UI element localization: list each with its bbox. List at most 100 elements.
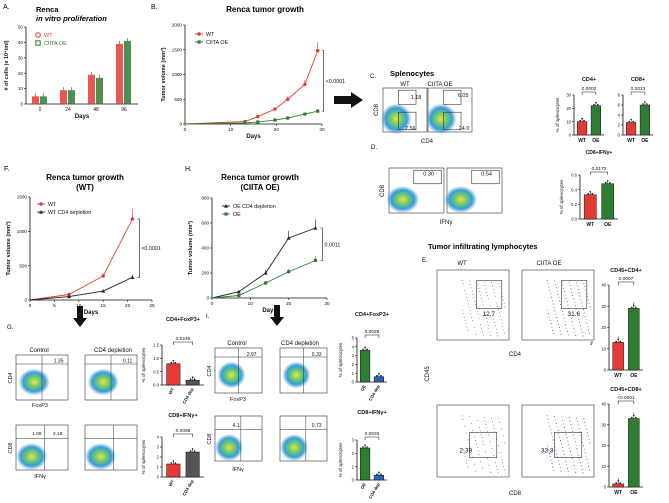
panel-f-ytick-label: 500 — [19, 263, 27, 268]
panel-letter-b: B. — [151, 4, 158, 11]
panel-h-ytick-label: 800 — [201, 196, 209, 201]
panel-i-ifng-bar — [373, 475, 384, 481]
panel-e-cd8-pvalue: <0.0001 — [617, 395, 635, 401]
panel-c-cd8-ytick-label: 4 — [618, 113, 621, 118]
panel-e-cd8-wt-event-dot — [477, 419, 479, 421]
panel-e-cd4-oe-event-dot — [555, 313, 557, 315]
panel-e-cd8-wt-event-dot — [481, 437, 483, 439]
panel-e-cd8-oe-event-dot — [580, 462, 581, 463]
panel-e-cd4-oe-event-dot — [563, 287, 565, 289]
panel-g-foxp3-ctrl-gate-value: 1.35 — [54, 359, 64, 365]
panel-e-cd4-wt-event-dot — [493, 292, 495, 294]
panel-e-cd8-wt-event-dot — [465, 459, 467, 461]
panel-e-cd8-oe-event-dot — [583, 418, 585, 420]
panel-e-cd4-oe-event-dot — [569, 311, 571, 313]
panel-f-title: Renca tumor growth — [46, 173, 124, 182]
panel-e-cd4-wt-event-dot — [473, 327, 475, 328]
panel-g-ifng-datapoint — [174, 462, 177, 464]
panel-g-ifng-ctrl-gate-value: 3.18 — [53, 431, 63, 437]
panel-e-cd4-wt-event-dot — [467, 329, 469, 331]
panel-e-title: Tumor infiltrating lymphocytes — [428, 242, 537, 251]
panel-g-depletion-label: CD4 depletion — [94, 348, 132, 354]
panel-e-cd8-wt-event-dot — [477, 450, 479, 452]
panel-i-foxp3-ytick-label: 2 — [352, 362, 355, 367]
panel-b-xtick-label: 0 — [184, 127, 187, 133]
panel-e-cd4-wt-event-dot — [463, 316, 465, 318]
panel-e-cd4-wt-event-dot — [480, 297, 482, 299]
panel-e-cd4-xtick-label: WT — [614, 373, 622, 379]
panel-e-cd4-oe-event-dot — [549, 290, 551, 292]
panel-e-cd4-wt-event-dot — [504, 306, 506, 308]
panel-g-foxp3-ylabel: % of splenocytes — [141, 347, 146, 382]
panel-f-significance-bracket — [137, 218, 140, 278]
panel-e-cd8-ytick-label: 30 — [601, 422, 606, 427]
panel-e-cd4-oe-event-dot — [578, 318, 580, 320]
panel-e-cd8-oe-event-dot — [568, 444, 570, 446]
panel-a-legend-label: CIITA OE — [44, 41, 67, 47]
panel-e-cd8-oe-event-dot — [581, 468, 583, 470]
panel-i-ifng-title: CD8+IFNγ+ — [357, 410, 386, 416]
panel-e-cd8-oe-event-dot — [546, 415, 548, 417]
panel-e-cd8-oe-event-dot — [578, 455, 580, 456]
panel-c-cd4-pvalue: 0.0002 — [582, 86, 597, 92]
panel-a-ytick-label: 0 — [20, 102, 23, 107]
panel-i-ifng-dep-gate-value: 0.73 — [312, 423, 322, 429]
panel-g-ifng-title: CD8+IFNγ+ — [168, 413, 197, 419]
depletion-arrow-g — [73, 306, 87, 327]
panel-e-cd8-significance-bracket — [617, 400, 635, 404]
panel-letter-c: C. — [370, 74, 376, 80]
panel-e-cd4-wt-event-dot — [499, 286, 501, 288]
panel-g-yaxis-cd4: CD4 — [8, 372, 14, 383]
panel-e-cd8-oe-event-dot — [575, 471, 577, 473]
panel-e-cd4-ytick-label: 40 — [601, 283, 606, 288]
panel-c-cd4-ytick-label: 10 — [566, 119, 571, 124]
panel-i-foxp3-dep-gate-value: 0.33 — [312, 352, 322, 358]
panel-e-cd8-wt-event-dot — [491, 448, 493, 450]
panel-d-xtick-label: WT — [586, 222, 594, 228]
panel-f-xtick-label: 10 — [76, 303, 82, 309]
panel-e-cd4-oe-event-dot — [570, 314, 571, 316]
panel-e-cd8-wt-event-dot — [466, 463, 468, 465]
panel-e-cd4-wt-event-dot — [498, 312, 500, 314]
panel-i-ifng-ctrl-gate-value: 4.1 — [233, 423, 240, 429]
panel-g-ifng-ytick-label: 3 — [157, 445, 160, 450]
panel-e-cd8-wt-event-dot — [486, 457, 488, 459]
panel-b-point — [273, 107, 277, 111]
panel-e-cd4-wt-event-dot — [500, 319, 502, 321]
panel-e-cd4-oe-event-dot — [579, 322, 581, 323]
panel-d-pvalue: 0.0172 — [592, 166, 607, 172]
panel-e-cd8-wt-event-dot — [471, 453, 473, 455]
panel-e-cd8-oe-event-dot — [561, 416, 563, 418]
panel-e-cd4-wt-event-dot — [481, 301, 483, 303]
panel-e-cd8-oe-event-dot — [574, 468, 576, 470]
panel-g-foxp3-pvalue: 0.0248 — [176, 336, 191, 342]
panel-e-cd4-oe-event-dot — [563, 317, 565, 319]
panel-a-legend-label: WT — [44, 33, 53, 39]
panel-c-wt-gate-box — [398, 89, 417, 105]
panel-e-cd8-wt-event-dot — [469, 446, 471, 448]
panel-b-xtick-label: 10 — [228, 127, 234, 133]
panel-e-cd4-oe-event-dot — [576, 285, 578, 287]
panel-e-cd4-oe-event-dot — [575, 334, 577, 336]
panel-e-cd8-wt-event-dot — [462, 418, 464, 420]
panel-h-significance-bracket — [320, 227, 323, 261]
panel-e-cd4-oe-event-dot — [555, 287, 557, 289]
panel-e-cd8-wt-event-dot — [488, 464, 490, 466]
panel-e-cd8-oe-event-dot — [563, 453, 565, 455]
panel-f-legend-marker — [39, 202, 43, 206]
panel-i-foxp3-xtick-label: CD4 dep — [368, 384, 381, 402]
panel-e-cd4-datapoint — [635, 306, 637, 309]
panel-letter-e: E. — [422, 258, 428, 264]
panel-a-xlabel: Days — [75, 114, 90, 120]
panel-e-cd4-oe-plot-frame — [521, 269, 595, 341]
panel-e-cd4-wt-event-dot — [492, 289, 494, 290]
panel-e-cd4-wt-event-dot — [465, 293, 467, 295]
panel-c-cd8-datapoint — [632, 120, 634, 123]
panel-e-cd4-ytick-label: 10 — [601, 346, 606, 351]
panel-g-ifng-xtick-label: CD4 dep — [181, 479, 194, 497]
panel-c-wt-density-cloud — [380, 103, 412, 135]
panel-e-cd4-pvalue: 0.0007 — [619, 276, 634, 282]
panel-c-wt-gate-value: 7.56 — [405, 126, 416, 132]
panel-e-cd8-datapoint — [617, 480, 619, 482]
panel-e-cd8-oe-event-dot — [576, 448, 578, 450]
